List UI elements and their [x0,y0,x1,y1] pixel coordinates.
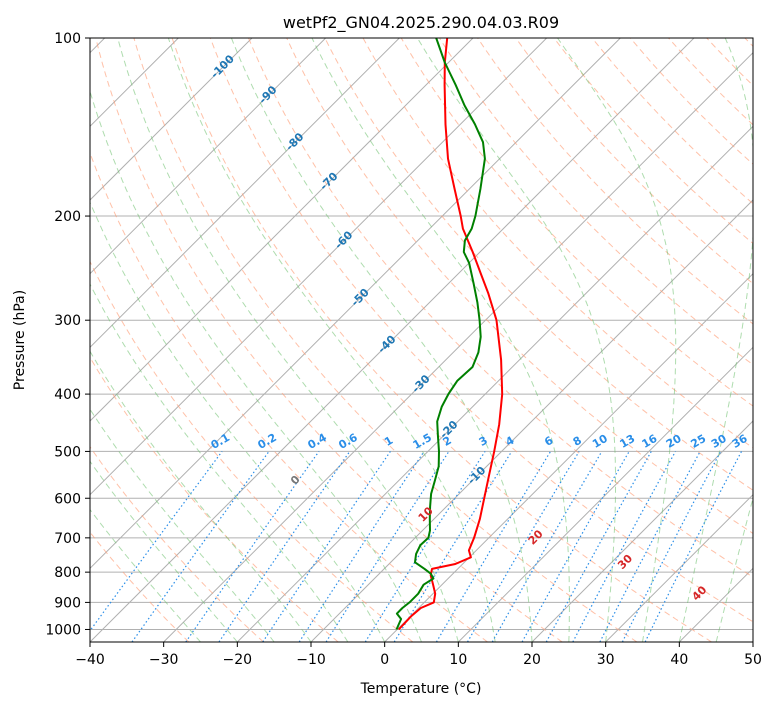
moist-adiabat-line [416,38,616,642]
mixing-ratio-line [90,451,223,632]
y-tick-label: 100 [54,31,81,47]
y-tick-label: 300 [54,313,81,329]
x-tick-label: 30 [597,652,615,668]
x-axis-title: Temperature (°C) [360,681,482,697]
x-tick-label: −40 [75,652,105,668]
y-tick-label: 1000 [45,622,81,638]
mixing-ratio-line [185,451,320,642]
moist-adiabat-line [678,38,753,642]
x-tick-label: 20 [523,652,541,668]
mixing-ratio-line [262,451,391,642]
dry-adiabat-line [95,38,563,642]
isotherm-line [384,272,753,642]
chart-title: wetPf2_GN04.2025.290.04.03.R09 [283,13,559,33]
isotherm-line [163,51,753,642]
dewpoint-line [395,38,486,630]
mixing-ratio-line [325,451,450,642]
isotherm-line [531,420,753,642]
x-tick-label: −30 [149,652,179,668]
x-tick-label: −20 [223,652,253,668]
temperature-line [397,38,504,631]
x-tick-label: 10 [449,652,467,668]
x-tick-label: 0 [380,652,389,668]
y-tick-label: 600 [54,491,81,507]
mixing-ratio-line [644,451,743,642]
isotherm-line [90,38,621,570]
moist-adiabat-line [90,201,386,642]
mixing-ratio-line [521,451,630,642]
y-tick-label: 700 [54,531,81,547]
dry-adiabat-line [90,445,264,642]
mixing-ratio-line [545,451,652,642]
moist-adiabat-line [167,38,496,642]
plot-frame [89,37,754,643]
y-tick-label: 800 [54,565,81,581]
y-tick-label: 200 [54,209,81,225]
dry-adiabat-line [248,38,753,578]
isotherm-line [90,38,474,422]
isotherm-line [605,493,753,642]
y-axis-title: Pressure (hPa) [12,290,28,390]
background-lines [90,38,753,642]
mixing-ratio-line [131,451,270,642]
dry-adiabat-line [286,38,753,535]
moist-adiabat-line [90,408,275,642]
isotherm-line [236,125,753,642]
moist-adiabat-line [230,38,533,642]
moist-adiabat-line [557,38,677,642]
isotherm-line [90,38,695,642]
y-tick-label: 900 [54,595,81,611]
series-layer [395,38,504,631]
dry-adiabat-line [324,38,753,491]
mixing-ratio-line [572,451,677,642]
x-tick-label: −10 [296,652,326,668]
mixing-ratio-line [298,451,425,642]
mixing-ratio-line [621,451,722,642]
moist-adiabat-line [90,283,349,642]
dry-adiabat-line [90,260,414,642]
x-tick-label: 50 [744,652,762,668]
dry-adiabat-line [90,356,339,642]
moist-adiabat-line [90,460,238,642]
moist-adiabat-line [90,350,312,642]
moist-adiabat-line [90,508,201,642]
y-tick-label: 500 [54,444,81,460]
dry-adiabat-line [171,38,712,642]
isotherm-line [90,38,327,275]
axes: −40 −30 −20 −10 0 10 20 30 40 50 100 200 300 400 500 60… [45,31,762,668]
dry-adiabat-line [209,38,753,623]
isotherm-line [90,38,253,201]
moist-adiabat-line [117,38,459,642]
mixing-ratio-line [218,451,351,642]
isotherm-line [457,346,753,642]
moist-adiabat-line [90,89,422,642]
y-tick-label: 400 [54,387,81,403]
x-tick-label: 40 [670,652,688,668]
dry-adiabat-line [133,38,638,642]
moist-adiabat-line [715,496,753,642]
isotherm-line [310,199,753,642]
dry-adiabat-line [515,38,753,285]
